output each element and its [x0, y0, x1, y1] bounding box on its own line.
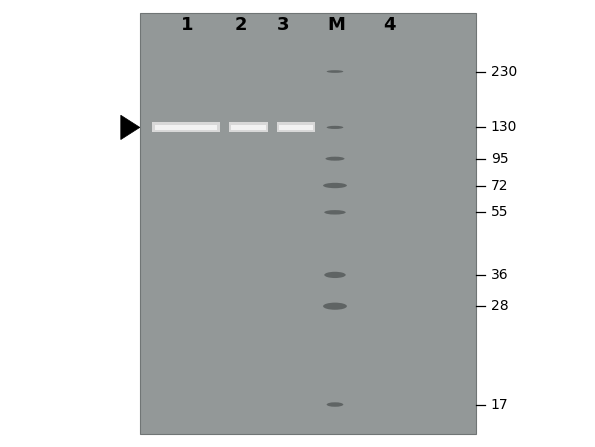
Ellipse shape	[327, 70, 343, 73]
Bar	[155, 125, 217, 130]
Text: 72: 72	[491, 178, 508, 193]
Ellipse shape	[324, 272, 346, 278]
Ellipse shape	[323, 303, 347, 310]
Text: 1: 1	[181, 16, 194, 34]
Bar	[231, 125, 266, 130]
Bar	[140, 13, 476, 434]
Text: 36: 36	[491, 268, 509, 282]
Ellipse shape	[327, 402, 343, 407]
Bar	[229, 122, 268, 132]
Text: 2: 2	[234, 16, 248, 34]
Bar	[152, 122, 220, 132]
Ellipse shape	[325, 157, 345, 161]
Bar	[277, 122, 315, 132]
Ellipse shape	[324, 210, 346, 215]
Text: 3: 3	[276, 16, 289, 34]
Ellipse shape	[327, 126, 343, 129]
Bar	[278, 125, 314, 130]
Text: 95: 95	[491, 152, 509, 166]
Ellipse shape	[323, 183, 347, 188]
Text: 4: 4	[383, 16, 396, 34]
Polygon shape	[121, 115, 140, 139]
Text: 55: 55	[491, 205, 508, 219]
Text: 17: 17	[491, 397, 509, 412]
Text: 130: 130	[491, 120, 517, 135]
Text: 230: 230	[491, 64, 517, 79]
Text: M: M	[327, 16, 345, 34]
Text: 28: 28	[491, 299, 509, 313]
